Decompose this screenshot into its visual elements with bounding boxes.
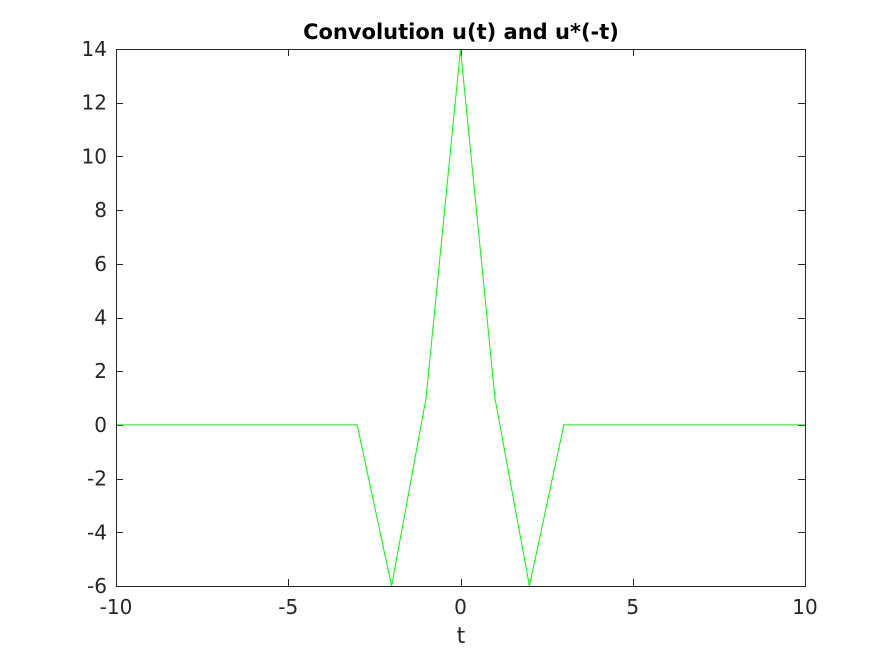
x-axis-label: t (457, 624, 466, 649)
y-tick-label: 0 (94, 413, 107, 437)
y-tick-label: 10 (82, 144, 107, 168)
y-tick-label: -4 (87, 520, 107, 544)
y-tick-label: 2 (94, 359, 107, 383)
y-tick-label: 12 (82, 91, 107, 115)
plot-area (116, 49, 805, 586)
y-tick-label: 14 (82, 37, 107, 61)
y-tick-label: 8 (94, 198, 107, 222)
y-tick-label: 4 (94, 306, 107, 330)
tick-labels: -10 -5 0 5 10 -6 -4 -2 0 2 4 6 8 10 12 14 (82, 37, 818, 619)
y-tick-label: 6 (94, 252, 107, 276)
x-tick-label: 0 (454, 595, 467, 619)
chart-title: Convolution u(t) and u*(-t) (303, 20, 619, 44)
x-tick-label: 5 (626, 595, 639, 619)
x-tick-label: -10 (100, 595, 133, 619)
y-tick-label: -6 (87, 574, 107, 598)
axes-box (116, 49, 806, 587)
y-tick-label: -2 (87, 467, 107, 491)
x-tick-label: -5 (278, 595, 298, 619)
x-tick-label: 10 (792, 595, 817, 619)
